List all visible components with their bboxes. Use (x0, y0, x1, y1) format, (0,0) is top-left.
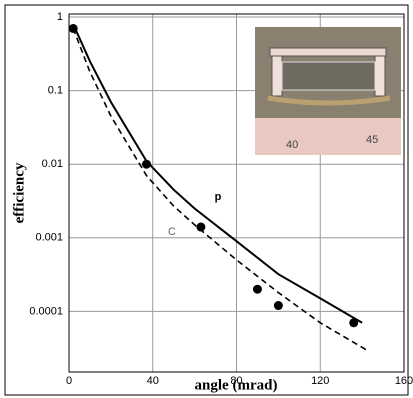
x-tick-label: 40 (147, 375, 159, 387)
y-tick-label: 0.0001 (29, 305, 63, 317)
series-line (72, 23, 363, 324)
x-axis-title: angle (mrad) (195, 377, 278, 393)
x-tick-label: 80 (230, 375, 242, 387)
inset-label: 40 (286, 139, 298, 151)
data-point (273, 301, 283, 311)
data-point (349, 318, 359, 328)
x-tick-label: 120 (311, 375, 329, 387)
inset-ruler (255, 118, 401, 155)
inset-part (267, 95, 391, 106)
plot-border (68, 13, 405, 373)
y-tick-label: 0.001 (35, 232, 63, 244)
x-tick-label: 160 (395, 375, 413, 387)
inset-part (374, 55, 386, 97)
series-label: C (168, 226, 176, 238)
data-point (196, 222, 206, 232)
y-tick-label: 0.01 (42, 158, 63, 170)
series-line (72, 28, 367, 351)
data-point (68, 23, 78, 33)
frame (4, 4, 409, 396)
inset-label: 45 (366, 134, 378, 146)
inset-part (281, 61, 376, 91)
y-axis-title: efficiency (11, 162, 27, 223)
inset-part (271, 55, 283, 97)
data-point (141, 159, 151, 169)
inset-photo: 40 45 (255, 27, 401, 155)
plot-area (68, 13, 405, 373)
series-label: p (215, 191, 222, 203)
x-tick-label: 0 (66, 375, 72, 387)
y-tick-label: 1 (57, 11, 63, 23)
y-tick-label: 0.1 (48, 85, 63, 97)
inset-part (269, 47, 387, 57)
data-point (252, 284, 262, 294)
